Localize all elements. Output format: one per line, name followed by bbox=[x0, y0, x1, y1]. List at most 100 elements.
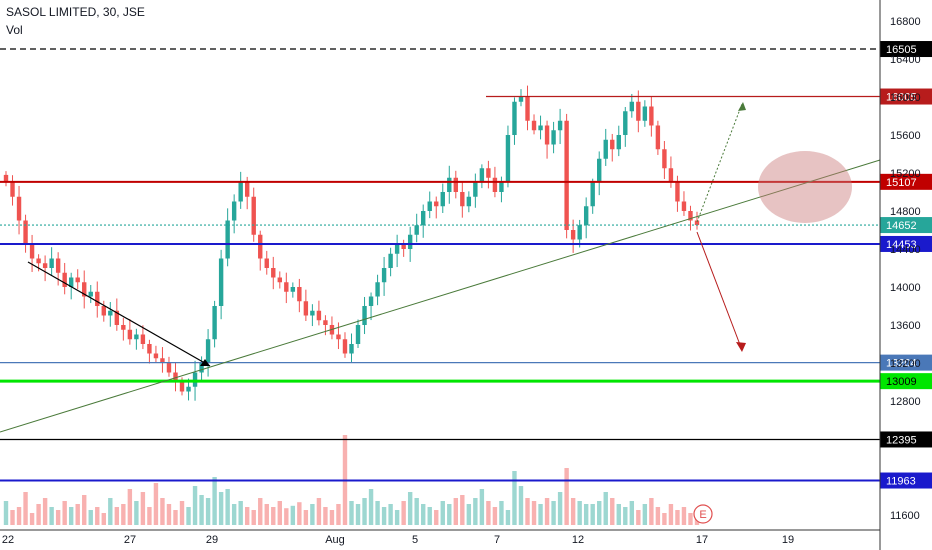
volume-bar bbox=[597, 501, 602, 525]
candle-body bbox=[394, 244, 400, 254]
candle-body bbox=[603, 139, 608, 159]
y-tick-label: 15200 bbox=[890, 168, 921, 180]
volume-bar bbox=[284, 508, 289, 525]
candle-body bbox=[694, 220, 700, 226]
volume-bar bbox=[401, 501, 406, 525]
red-arrowhead bbox=[736, 342, 746, 352]
volume-bar bbox=[153, 483, 159, 525]
volume-bar bbox=[492, 507, 498, 525]
volume-bar bbox=[675, 510, 680, 525]
volume-bar bbox=[531, 501, 537, 525]
candle-body bbox=[101, 306, 106, 316]
candle-body bbox=[544, 125, 550, 145]
candle-body bbox=[342, 339, 348, 354]
volume-bar bbox=[212, 477, 217, 525]
level-label-box bbox=[880, 88, 932, 105]
y-tick-label: 16800 bbox=[890, 16, 921, 28]
candle-body bbox=[82, 282, 87, 297]
volume-bar bbox=[258, 498, 263, 525]
candle-body bbox=[675, 182, 680, 202]
volume-bar bbox=[82, 495, 87, 525]
volume-bar bbox=[36, 504, 41, 525]
candle-body bbox=[453, 177, 459, 192]
candle-body bbox=[577, 225, 582, 240]
volume-bar bbox=[186, 507, 191, 525]
y-tick-label: 14400 bbox=[890, 244, 921, 256]
candle-body bbox=[290, 287, 296, 292]
x-tick-label: 7 bbox=[494, 534, 500, 546]
candle-body bbox=[3, 174, 9, 183]
candle-body bbox=[199, 363, 204, 373]
level-label-text: 11963 bbox=[886, 476, 916, 488]
level-label-box bbox=[880, 354, 932, 371]
candle-body bbox=[244, 182, 250, 197]
volume-bar bbox=[538, 504, 543, 525]
volume-bar bbox=[316, 498, 322, 525]
level-label-text: 16005 bbox=[886, 92, 917, 104]
candle-body bbox=[636, 101, 641, 121]
candle-body bbox=[388, 253, 393, 268]
candle-body bbox=[36, 258, 41, 264]
volume-bar bbox=[355, 504, 361, 525]
volume-bar bbox=[62, 501, 67, 525]
y-tick-label: 15600 bbox=[890, 130, 921, 142]
candle-body bbox=[421, 211, 426, 226]
candle-body bbox=[414, 225, 419, 235]
candle-body bbox=[590, 182, 595, 207]
x-tick-label: 29 bbox=[206, 534, 218, 546]
volume-bar bbox=[610, 498, 615, 525]
volume-bar bbox=[525, 498, 530, 525]
candle-body bbox=[114, 310, 120, 325]
candle-body bbox=[284, 282, 289, 292]
volume-bar bbox=[75, 504, 80, 525]
candle-body bbox=[153, 353, 159, 359]
volume-bar bbox=[388, 504, 393, 525]
volume-bar bbox=[623, 507, 628, 525]
level-label-box bbox=[880, 235, 932, 252]
volume-bar bbox=[134, 501, 139, 525]
candle-body bbox=[362, 306, 367, 325]
volume-bar bbox=[381, 507, 387, 525]
candle-body bbox=[218, 258, 224, 306]
volume-bar bbox=[557, 492, 563, 525]
volume-bar bbox=[297, 502, 302, 525]
level-label-box bbox=[880, 173, 932, 190]
volume-bar bbox=[205, 498, 211, 525]
volume-bar bbox=[29, 513, 35, 525]
volume-bar bbox=[329, 510, 335, 525]
candle-body bbox=[662, 149, 667, 169]
volume-bar bbox=[166, 504, 172, 525]
volume-bar bbox=[49, 507, 54, 525]
volume-bar bbox=[642, 504, 648, 525]
volume-bar bbox=[251, 510, 256, 525]
candle-body bbox=[231, 201, 237, 221]
chart-title: SASOL LIMITED, 30, JSE bbox=[6, 5, 145, 19]
volume-bar bbox=[479, 489, 485, 525]
candle-body bbox=[473, 182, 478, 197]
y-tick-label: 16400 bbox=[890, 54, 921, 66]
candle-body bbox=[551, 130, 556, 145]
level-label-text: 13009 bbox=[886, 376, 917, 388]
candle-body bbox=[629, 101, 635, 112]
volume-bar bbox=[681, 507, 687, 525]
volume-bar bbox=[323, 507, 328, 525]
candle-body bbox=[166, 363, 172, 373]
earnings-marker[interactable] bbox=[693, 504, 713, 524]
volume-bar bbox=[42, 498, 48, 525]
candle-body bbox=[447, 177, 452, 192]
x-tick-label: 17 bbox=[696, 534, 708, 546]
level-label-box bbox=[880, 472, 932, 489]
candle-body bbox=[179, 382, 185, 392]
candle-body bbox=[531, 120, 537, 131]
volume-bar bbox=[629, 501, 635, 525]
volume-bar bbox=[114, 507, 120, 525]
level-label-text: 14453 bbox=[886, 239, 917, 251]
volume-bar bbox=[173, 510, 178, 525]
candle-body bbox=[623, 111, 628, 135]
volume-bar bbox=[277, 501, 282, 525]
candle-body bbox=[277, 277, 282, 283]
earnings-marker-label: E bbox=[699, 509, 706, 521]
volume-bar bbox=[434, 510, 439, 525]
